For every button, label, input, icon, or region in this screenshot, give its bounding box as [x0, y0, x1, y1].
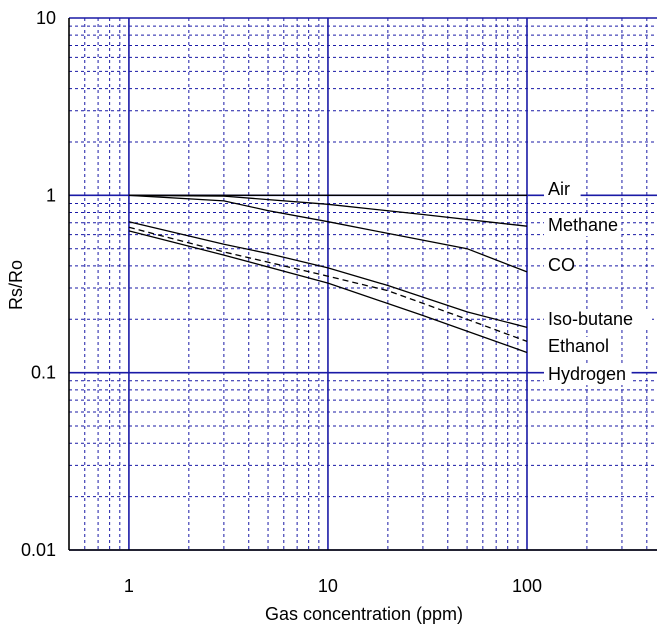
series-label-bg — [544, 337, 622, 357]
x-tick-label: 1 — [124, 576, 134, 596]
series-label-air: Air — [548, 179, 570, 199]
y-tick-label: 0.01 — [21, 540, 56, 560]
series-line-co — [128, 194, 528, 273]
series-lines — [128, 194, 528, 354]
y-tick-label: 0.1 — [31, 363, 56, 383]
series-label-co: CO — [548, 255, 575, 275]
series-label-iso-butane: Iso-butane — [548, 309, 633, 329]
series-label-bg — [544, 310, 652, 330]
x-tick-label: 100 — [512, 576, 542, 596]
series-line-iso-butane — [128, 221, 528, 329]
series-label-hydrogen: Hydrogen — [548, 364, 626, 384]
series-label-bg — [544, 216, 622, 236]
series-line-methane — [128, 194, 528, 227]
y-axis-title: Rs/Ro — [6, 260, 26, 310]
major-grid — [68, 17, 657, 551]
minor-grid — [68, 18, 657, 550]
series-label-bg — [544, 365, 632, 385]
series-line-hydrogen — [128, 230, 528, 354]
x-tick-label: 10 — [318, 576, 338, 596]
series-label-ethanol: Ethanol — [548, 336, 609, 356]
series-label-methane: Methane — [548, 215, 618, 235]
series-line-ethanol — [128, 226, 528, 343]
tick-labels: 1 10 100 10 1 0.1 0.01 — [21, 8, 542, 596]
x-axis-title: Gas concentration (ppm) — [265, 604, 463, 624]
series-label-bg — [544, 256, 571, 276]
y-tick-label: 10 — [36, 8, 56, 28]
y-tick-label: 1 — [46, 185, 56, 205]
series-label-bg — [544, 180, 581, 200]
series-labels: Air Methane CO Iso-butane Ethanol Hydrogen — [544, 179, 652, 385]
